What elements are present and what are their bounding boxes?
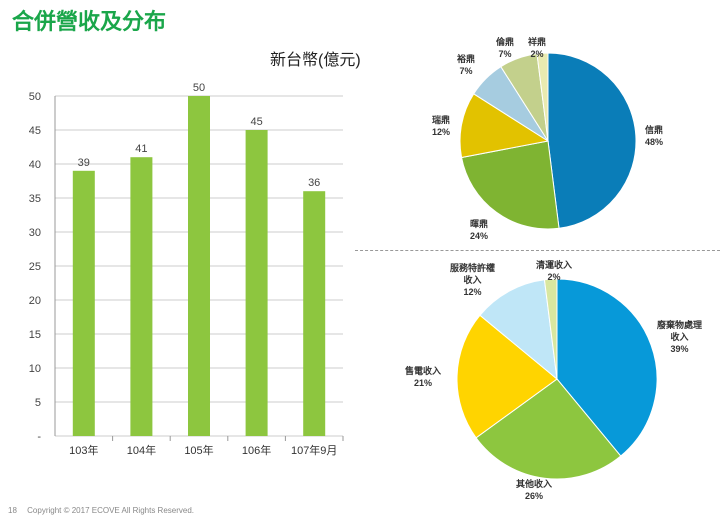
pie-label-percent: 26%	[525, 491, 544, 501]
y-tick-label: 5	[35, 397, 41, 409]
pie-label-percent: 48%	[645, 137, 664, 147]
pie-label-text: 收入	[463, 275, 482, 285]
divider-line	[355, 250, 720, 251]
x-tick-label: 103年	[69, 443, 98, 457]
revenue-bar-chart: - 5 10 15 20 25 30 35 40 45 50 39 103年 41 104年 50 105年 45…	[29, 82, 344, 457]
pie-label-text: 瑞鼎	[432, 115, 451, 125]
footer: 18 Copyright © 2017 ECOVE All Rights Res…	[8, 506, 194, 515]
pie-slice-label: 裕鼎 7%	[457, 53, 475, 77]
y-tick-label: 25	[29, 261, 41, 273]
pie-label-percent: 21%	[414, 378, 433, 388]
pie-label-text: 暉鼎	[470, 219, 489, 229]
bar-value-label: 36	[308, 177, 320, 189]
pie-label-percent: 2%	[530, 49, 544, 59]
pie-label-text: 售電收入	[405, 366, 442, 376]
pie-label-text: 其他收入	[516, 479, 553, 489]
bar	[188, 96, 210, 436]
pie-label-text: 廢棄物處理	[657, 320, 703, 330]
pie-label-percent: 24%	[470, 231, 489, 241]
x-tick-label: 105年	[184, 443, 213, 457]
pie-slice-label: 倫鼎 7%	[496, 36, 514, 60]
page-title: 合併營收及分布	[12, 9, 167, 34]
pie-slice	[456, 314, 558, 439]
pie-slice-label: 祥鼎 2%	[528, 36, 546, 60]
pie-label-percent: 7%	[459, 66, 473, 76]
pie-slice-label: 信鼎 48%	[645, 124, 663, 148]
page-number: 18	[8, 506, 17, 515]
pie-label-text: 清運收入	[536, 260, 573, 270]
pie-slice-label: 其他收入 26%	[516, 478, 552, 502]
y-tick-label: 20	[29, 295, 41, 307]
pie-label-text: 裕鼎	[457, 54, 476, 64]
bar-value-label: 50	[193, 82, 205, 94]
y-tick-label: 30	[29, 227, 41, 239]
pie-slice-label: 暉鼎 24%	[470, 218, 488, 242]
y-tick-label: -	[37, 431, 41, 443]
y-tick-label: 40	[29, 159, 41, 171]
pie-slice-label: 清運收入 2%	[536, 259, 572, 283]
pie-slice	[536, 52, 549, 142]
bar-value-label: 45	[250, 116, 262, 128]
bar-value-label: 41	[135, 143, 147, 155]
bar-value-label: 39	[78, 157, 90, 169]
pie-label-text: 服務特許權	[450, 263, 496, 273]
pie-slice	[475, 378, 622, 480]
pie-slice	[459, 93, 550, 159]
x-tick-label: 106年	[242, 443, 271, 457]
pie-slice	[556, 278, 658, 457]
y-tick-label: 35	[29, 193, 41, 205]
pie-label-text: 收入	[670, 332, 689, 342]
revenue-source-pie-chart	[456, 278, 658, 480]
bar	[245, 130, 268, 436]
chart-unit-label: 新台幣(億元)	[270, 52, 361, 69]
bar	[303, 191, 326, 436]
y-tick-label: 15	[29, 329, 41, 341]
pie-slice-label: 售電收入 21%	[405, 365, 441, 389]
pie-slice-label: 服務特許權收入 12%	[450, 262, 495, 298]
pie-slice	[479, 279, 558, 381]
pie-label-percent: 39%	[670, 344, 689, 354]
bar	[72, 170, 95, 437]
subsidiary-pie-chart	[459, 52, 637, 230]
pie-label-percent: 2%	[547, 272, 561, 282]
pie-label-percent: 12%	[463, 287, 482, 297]
y-tick-label: 50	[29, 91, 41, 103]
x-tick-label: 107年9月	[291, 443, 337, 457]
pie-label-text: 祥鼎	[528, 37, 547, 47]
pie-label-percent: 12%	[432, 127, 451, 137]
y-tick-label: 45	[29, 125, 41, 137]
pie-label-text: 信鼎	[645, 125, 664, 135]
pie-slice	[547, 52, 637, 229]
pie-slice	[460, 140, 560, 230]
pie-slice-label: 廢棄物處理收入 39%	[657, 319, 702, 355]
pie-slice	[543, 278, 558, 380]
y-tick-label: 10	[29, 363, 41, 375]
pie-label-percent: 7%	[498, 49, 512, 59]
pie-slice-label: 瑞鼎 12%	[432, 114, 450, 138]
x-tick-label: 104年	[127, 443, 156, 457]
bar	[130, 157, 153, 436]
copyright-text: Copyright © 2017 ECOVE All Rights Reserv…	[27, 506, 194, 515]
pie-label-text: 倫鼎	[496, 37, 515, 47]
